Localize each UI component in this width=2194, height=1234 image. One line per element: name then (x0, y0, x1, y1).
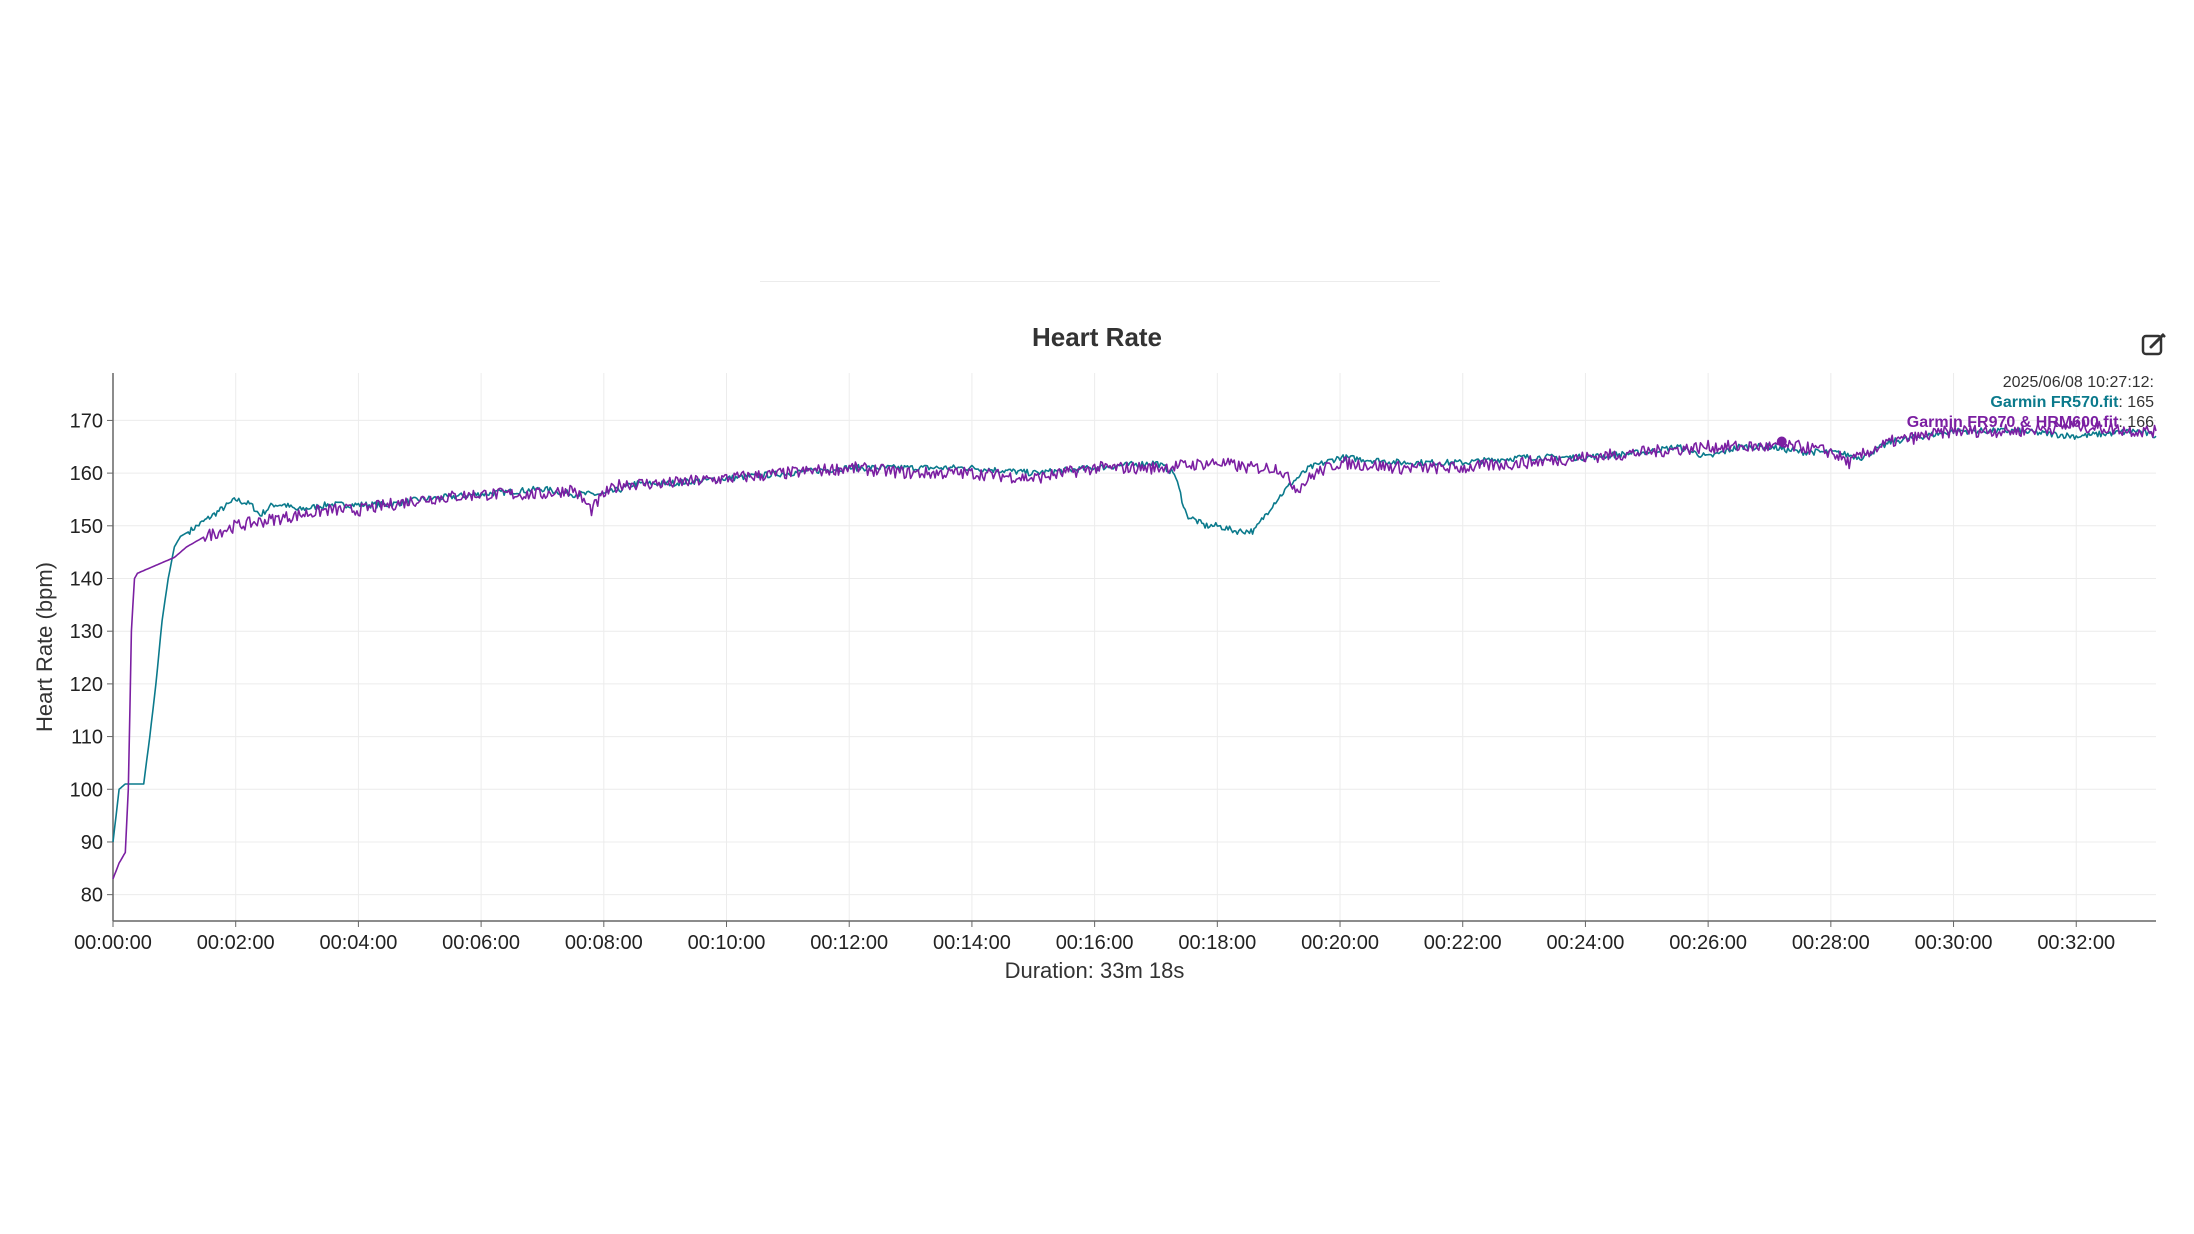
hover-tooltip: 2025/06/08 10:27:12: Garmin FR570.fit: 1… (1907, 374, 2154, 431)
tooltip-series-value: 166 (2127, 414, 2154, 431)
series-line-fr570 (112, 427, 2157, 843)
x-tick-label: 00:00:00 (74, 932, 152, 954)
y-tick-label: 160 (70, 463, 103, 485)
edit-icon[interactable] (2141, 331, 2167, 357)
x-axis-ticks: 00:00:00 00:02:00 00:04:00 00:06:00 00:08:00… (74, 921, 2115, 954)
x-tick-label: 00:10:00 (688, 932, 766, 954)
x-tick-label: 00:16:00 (1056, 932, 1134, 954)
x-tick-label: 00:22:00 (1424, 932, 1502, 954)
chart-title: Heart Rate (1031, 322, 1163, 352)
tooltip-item-fr970: Garmin FR970 & HRM600.fit: 166 (1907, 414, 2154, 431)
x-tick-label: 00:28:00 (1792, 932, 1870, 954)
x-tick-label: 00:18:00 (1178, 932, 1256, 954)
tooltip-series-name: Garmin FR570.fit (1990, 394, 2119, 411)
y-tick-label: 130 (70, 621, 103, 643)
y-tick-label: 110 (71, 727, 103, 749)
x-tick-label: 00:08:00 (565, 932, 643, 954)
chart-grid (112, 373, 2156, 921)
x-tick-label: 00:20:00 (1301, 932, 1379, 954)
y-tick-label: 140 (70, 569, 103, 591)
section-divider (760, 281, 1440, 282)
hover-cursor (1776, 436, 1787, 447)
series-line-fr970-hrm600 (112, 419, 2157, 880)
x-tick-label: 00:02:00 (197, 932, 275, 954)
y-tick-label: 150 (70, 516, 103, 538)
tooltip-time: 2025/06/08 10:27:12: (2003, 374, 2154, 391)
tooltip-series-value: 165 (2127, 394, 2154, 411)
x-tick-label: 00:24:00 (1547, 932, 1625, 954)
tooltip-series-name: Garmin FR970 & HRM600.fit (1907, 414, 2119, 431)
x-tick-label: 00:04:00 (319, 932, 397, 954)
x-tick-label: 00:12:00 (810, 932, 888, 954)
y-axis-ticks: 80 90 100 110 120 130 140 150 160 170 (70, 410, 113, 907)
x-tick-label: 00:06:00 (442, 932, 520, 954)
x-tick-label: 00:26:00 (1669, 932, 1747, 954)
x-tick-label: 00:14:00 (933, 932, 1011, 954)
y-tick-label: 120 (70, 674, 103, 696)
y-tick-label: 170 (70, 410, 103, 432)
y-tick-label: 90 (81, 832, 103, 854)
chart-axes (112, 373, 2156, 922)
y-tick-label: 100 (70, 779, 103, 801)
x-axis-title: Duration: 33m 18s (1005, 958, 1185, 983)
y-axis-title: Heart Rate (bpm) (32, 562, 57, 732)
hover-point (1776, 436, 1787, 447)
x-tick-label: 00:32:00 (2037, 932, 2115, 954)
x-tick-label: 00:30:00 (1915, 932, 1993, 954)
chart-series (112, 419, 2157, 880)
y-tick-label: 80 (81, 885, 103, 907)
tooltip-item-fr570: Garmin FR570.fit: 165 (1990, 394, 2154, 411)
